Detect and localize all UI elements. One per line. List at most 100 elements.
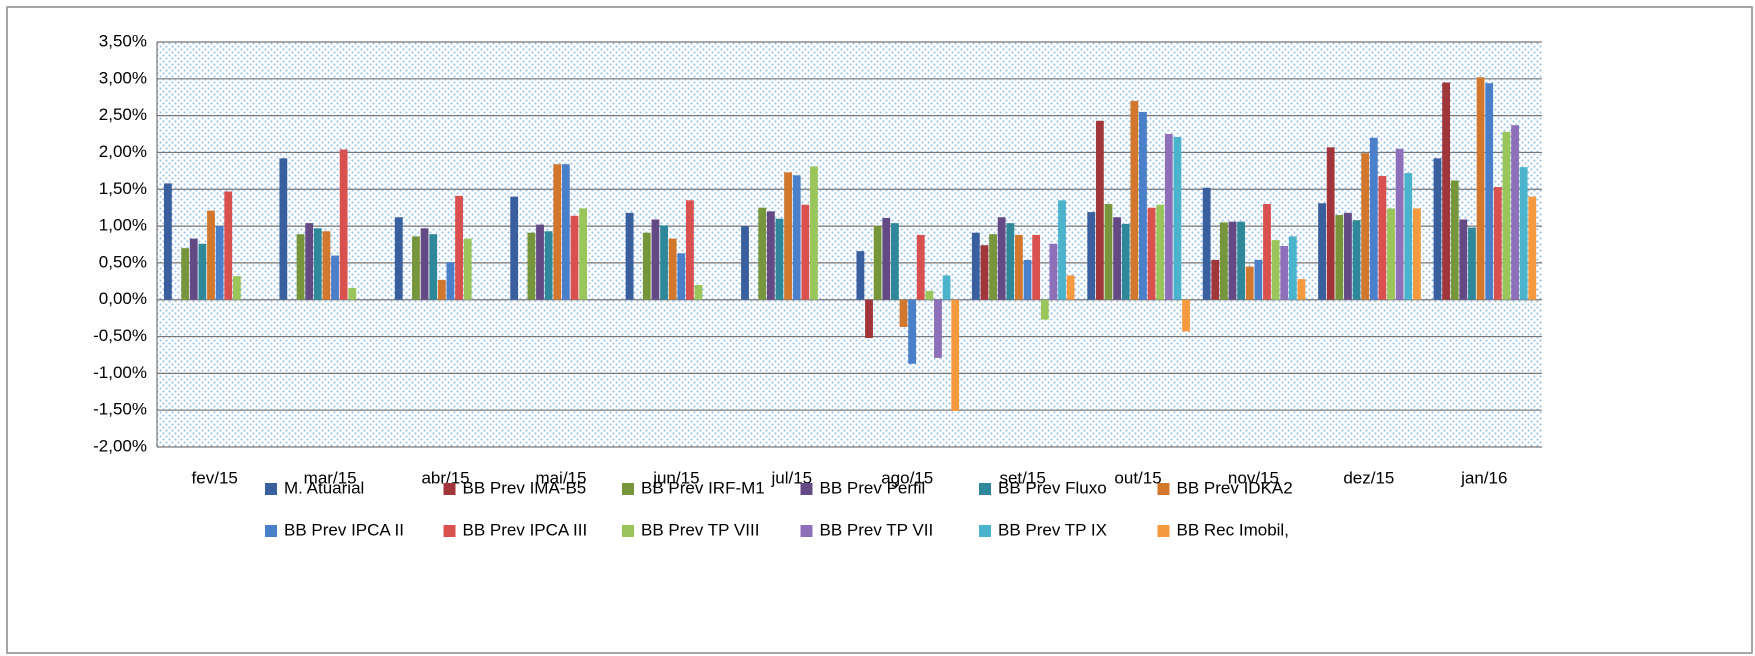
legend-swatch: [622, 483, 634, 495]
legend-swatch: [800, 525, 813, 537]
bar: [1263, 204, 1271, 300]
bar: [553, 164, 562, 300]
bar: [1318, 203, 1326, 300]
plot-area: [157, 42, 1542, 447]
bar: [1468, 227, 1476, 300]
bar: [1254, 259, 1263, 300]
bar: [1528, 196, 1537, 300]
bar: [331, 255, 339, 300]
bar: [1211, 259, 1220, 300]
bar: [1502, 131, 1511, 300]
legend-swatch: [979, 483, 991, 495]
x-tick-label: fev/15: [192, 468, 238, 487]
legend-label: BB Prev IRF-M1: [641, 478, 765, 497]
bar: [181, 248, 190, 300]
y-tick-label: -1,00%: [93, 363, 147, 382]
bar: [437, 279, 446, 300]
bar: [1040, 299, 1049, 320]
bar: [1485, 83, 1494, 300]
legend-swatch: [979, 525, 991, 537]
bar: [544, 231, 553, 300]
bar: [1280, 245, 1289, 300]
bar: [207, 210, 215, 300]
bar: [775, 218, 784, 300]
bar: [561, 164, 570, 300]
bar: [1344, 212, 1352, 300]
x-tick-label: nov/15: [1228, 468, 1279, 487]
bar: [1442, 82, 1451, 300]
y-tick-label: -2,00%: [93, 436, 147, 455]
bar: [660, 225, 668, 300]
bar: [429, 234, 438, 300]
bar: [1335, 215, 1344, 300]
legend-swatch: [443, 483, 456, 495]
bar: [1104, 204, 1113, 300]
bar: [925, 290, 934, 300]
bar: [279, 158, 288, 300]
bar: [1245, 266, 1254, 300]
bar: [1361, 153, 1370, 300]
bar: [198, 243, 207, 300]
bar: [510, 196, 519, 300]
bar: [1493, 187, 1502, 300]
bar: [997, 217, 1006, 300]
legend-swatch: [265, 483, 277, 495]
y-tick-label: 2,50%: [99, 105, 147, 124]
bar: [1023, 259, 1032, 300]
bar: [1459, 219, 1468, 300]
bar: [1326, 147, 1335, 300]
bar: [1058, 200, 1066, 300]
bar: [570, 215, 579, 300]
bar: [322, 231, 331, 300]
y-tick-label: 2,00%: [99, 142, 147, 161]
bar: [1147, 207, 1156, 300]
y-tick-label: 3,50%: [99, 31, 147, 50]
y-tick-label: 1,50%: [99, 179, 147, 198]
bar: [579, 208, 588, 300]
legend-swatch: [443, 525, 456, 537]
bar: [1219, 222, 1228, 300]
x-tick-label: mar/15: [304, 468, 357, 487]
legend-swatch: [265, 525, 277, 537]
bar: [394, 217, 403, 300]
bar: [1066, 275, 1075, 300]
x-tick-label: dez/15: [1343, 468, 1394, 487]
bar: [882, 217, 891, 300]
y-tick-label: 0,00%: [99, 289, 147, 308]
bar: [1015, 234, 1023, 300]
bar: [1450, 180, 1459, 300]
bar: [224, 191, 233, 300]
x-tick-label: jul/15: [770, 468, 812, 487]
legend-label: BB Prev IDKA2: [1177, 478, 1293, 497]
bar: [189, 238, 198, 300]
bar: [741, 226, 749, 300]
bar: [694, 285, 703, 300]
bar: [989, 234, 997, 300]
legend-label: BB Prev IPCA III: [463, 520, 588, 539]
legend-swatch: [1157, 525, 1170, 537]
bar: [942, 275, 951, 300]
bar: [1476, 77, 1485, 300]
bar: [1288, 236, 1297, 300]
y-tick-label: 1,00%: [99, 216, 147, 235]
legend-label: BB Prev IMA-B5: [463, 478, 587, 497]
bar: [1006, 223, 1015, 300]
bar: [651, 219, 660, 300]
bar: [873, 226, 882, 300]
legend-label: BB Prev TP IX: [998, 520, 1107, 539]
bar: [164, 183, 172, 300]
bar: [677, 253, 686, 300]
legend-label: BB Rec Imobil,: [1177, 520, 1289, 539]
bar: [1032, 234, 1041, 300]
y-tick-label: 0,50%: [99, 252, 147, 271]
x-tick-label: out/15: [1114, 468, 1161, 487]
bar: [1173, 136, 1182, 300]
x-tick-label: jan/16: [1460, 468, 1507, 487]
bar: [420, 228, 429, 300]
bar: [455, 195, 463, 300]
bar: [1519, 167, 1528, 300]
bar: [1202, 187, 1211, 300]
y-tick-label: 3,00%: [99, 68, 147, 87]
bar: [1139, 111, 1147, 300]
